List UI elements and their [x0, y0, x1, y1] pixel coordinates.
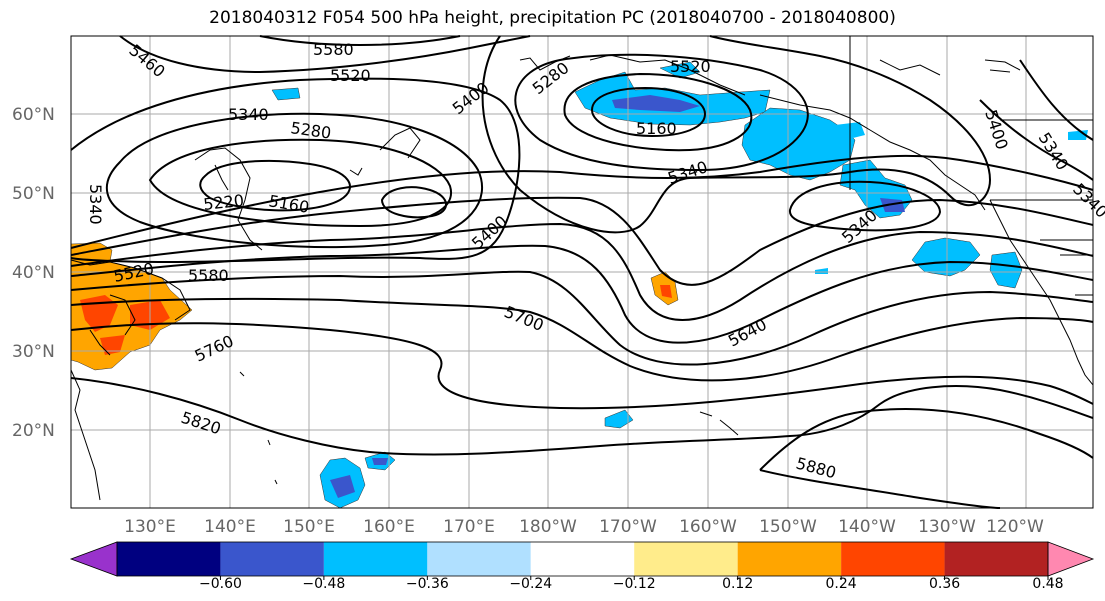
lon-label: 150°E: [283, 517, 335, 537]
coastlines: [70, 36, 1094, 501]
precipitation-shading: [70, 61, 1088, 509]
colorbar-segment: [530, 542, 635, 576]
map-title: 2018040312 F054 500 hPa height, precipit…: [209, 8, 896, 28]
latitude-labels: 60°N 50°N 40°N 30°N 20°N: [12, 105, 55, 441]
contour-label: 5580: [313, 40, 354, 59]
contour-label: 5820: [179, 408, 224, 439]
contour-label: 5700: [502, 302, 547, 335]
colorbar-segment: [737, 542, 842, 576]
colorbar-frame: [116, 541, 1049, 577]
lon-label: 180°W: [519, 517, 577, 537]
contour-label: 5340: [665, 157, 710, 188]
contour-label: 5340: [1069, 179, 1105, 221]
contour-label: 5160: [636, 119, 677, 138]
contour-label: 5640: [725, 315, 770, 351]
colorbar-segment: [634, 542, 738, 576]
lat-label: 60°N: [12, 105, 55, 125]
lon-label: 130°E: [124, 517, 176, 537]
lon-label: 120°W: [986, 517, 1044, 537]
lon-label: 170°E: [443, 517, 495, 537]
lon-label: 170°W: [599, 517, 657, 537]
lat-label: 30°N: [12, 342, 55, 362]
contour-label: 5340: [1035, 129, 1073, 174]
colorbar-segment: [427, 542, 531, 576]
colorbar-segment: [117, 542, 221, 576]
colorbar-extend-high: [1047, 541, 1095, 577]
colorbar-tick-label: −0.48: [302, 576, 345, 592]
contour-label: 5340: [86, 184, 105, 225]
lat-label: 20°N: [12, 421, 55, 441]
colorbar: −0.60 −0.48 −0.36 −0.24 −0.12 0.12 0.24 0.36 0.4…: [69, 541, 1095, 592]
colorbar-tick-label: 0.12: [722, 576, 753, 592]
graticule: [71, 36, 1093, 508]
colorbar-segment: [220, 542, 324, 576]
height-contours: [70, 35, 1094, 509]
lon-label: 140°W: [838, 517, 896, 537]
contour-label: 5520: [670, 57, 711, 76]
contour-label: 5340: [228, 105, 269, 124]
colorbar-tick-label: 0.24: [826, 576, 857, 592]
lat-label: 50°N: [12, 184, 55, 204]
contour-label: 5520: [330, 66, 371, 85]
lon-label: 140°E: [204, 517, 256, 537]
longitude-labels: 130°E 140°E 150°E 160°E 170°E 180°W 170°…: [124, 517, 1044, 537]
colorbar-segment: [944, 542, 1048, 576]
contour-label: 5580: [188, 266, 229, 285]
lon-label: 160°W: [679, 517, 737, 537]
contour-label: 5220: [202, 191, 244, 214]
colorbar-tick-label: 0.48: [1032, 576, 1063, 592]
colorbar-tick-label: −0.36: [406, 576, 449, 592]
colorbar-tick-label: −0.60: [199, 576, 242, 592]
colorbar-segment: [323, 542, 428, 576]
lat-label: 40°N: [12, 263, 55, 283]
colorbar-tick-label: 0.36: [929, 576, 960, 592]
map-frame: [70, 35, 1094, 509]
lon-label: 130°W: [918, 517, 976, 537]
colorbar-tick-label: −0.12: [613, 576, 656, 592]
colorbar-extend-low: [69, 541, 118, 577]
lon-label: 150°W: [759, 517, 817, 537]
lon-label: 160°E: [363, 517, 415, 537]
contour-label: 5460: [125, 41, 168, 82]
colorbar-segment: [841, 542, 945, 576]
colorbar-tick-label: −0.24: [509, 576, 552, 592]
